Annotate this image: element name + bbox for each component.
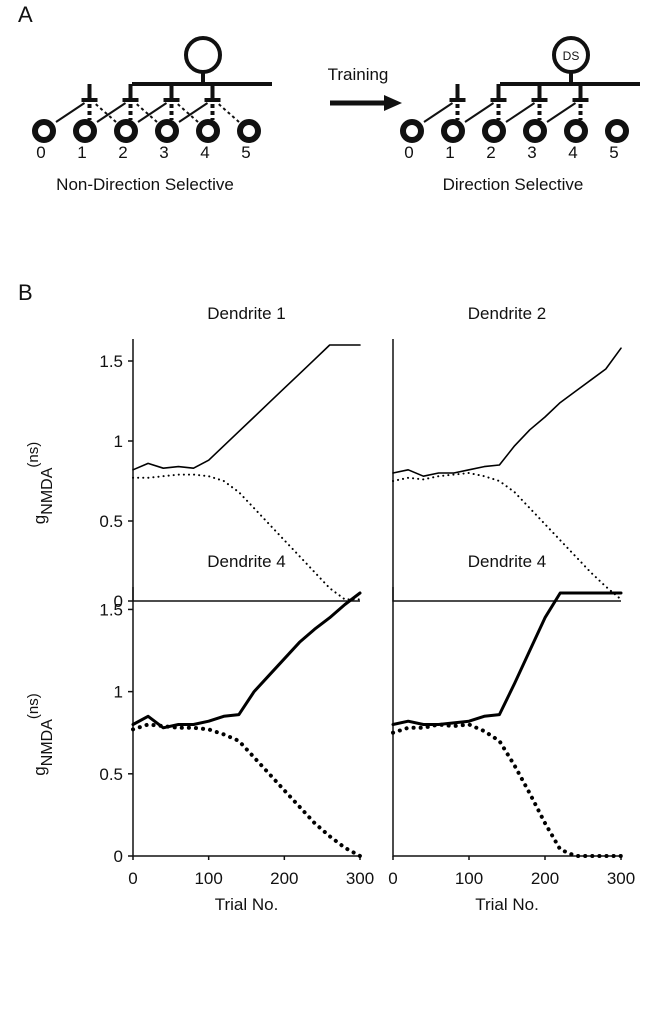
dotted-line xyxy=(132,473,361,601)
solid-line xyxy=(131,591,362,730)
y-tick-label: 1.5 xyxy=(99,600,123,619)
chart-title: Dendrite 4 xyxy=(207,552,285,571)
arrow-label: Training xyxy=(328,65,389,84)
x-tick-label: 0 xyxy=(388,869,397,888)
input-label: 3 xyxy=(159,143,168,162)
synapse-crossed xyxy=(216,102,240,123)
y-tick-label: 1 xyxy=(114,432,123,451)
y-label-sup: (ns) xyxy=(25,442,42,468)
input-label: 0 xyxy=(36,143,45,162)
input-label: 0 xyxy=(404,143,413,162)
input-label: 4 xyxy=(200,143,209,162)
training-arrow-head xyxy=(384,95,402,111)
input-label: 5 xyxy=(241,143,250,162)
soma xyxy=(184,36,222,74)
y-tick-label: 0 xyxy=(114,847,123,866)
x-tick-label: 0 xyxy=(128,869,137,888)
solid-line xyxy=(392,347,622,477)
synapse xyxy=(55,102,86,123)
caption: Non-Direction Selective xyxy=(56,175,234,194)
input-label: 4 xyxy=(568,143,577,162)
dendrite xyxy=(122,84,139,102)
input-cell xyxy=(482,119,506,143)
dendrite xyxy=(204,84,221,102)
left-diagram: 0 1 2 3 4 5 Non-Direction Selective xyxy=(32,36,272,194)
synapse xyxy=(137,102,168,123)
panel-label: B xyxy=(18,280,33,305)
dotted-line xyxy=(391,722,623,858)
chart-title: Dendrite 1 xyxy=(207,304,285,323)
y-label-sup: (ns) xyxy=(25,693,42,719)
input-cell xyxy=(237,119,261,143)
x-tick-label: 300 xyxy=(607,869,635,888)
dendrite-tree xyxy=(132,72,272,86)
input-cell xyxy=(605,119,629,143)
dendrite xyxy=(572,84,589,102)
input-cell xyxy=(196,119,220,143)
axis xyxy=(392,587,621,857)
y-axis-label: gNMDA(ns) xyxy=(25,442,56,524)
input-cell xyxy=(155,119,179,143)
dotted-line xyxy=(131,722,362,858)
x-tick-label: 300 xyxy=(346,869,374,888)
synapse xyxy=(464,102,495,123)
caption: Direction Selective xyxy=(443,175,584,194)
dotted-line xyxy=(392,472,622,601)
y-label-sub: NMDA xyxy=(39,467,56,514)
y-tick-label: 1 xyxy=(114,683,123,702)
x-tick-label: 100 xyxy=(194,869,222,888)
input-cell xyxy=(32,119,56,143)
panel-label: A xyxy=(18,2,33,27)
x-tick-label: 200 xyxy=(531,869,559,888)
input-label: 5 xyxy=(609,143,618,162)
dendrite-tree xyxy=(500,72,640,86)
y-label-main: g xyxy=(30,515,49,524)
input-label: 3 xyxy=(527,143,536,162)
dendrite xyxy=(449,84,466,102)
input-cell xyxy=(564,119,588,143)
solid-line xyxy=(132,344,361,471)
x-axis-label: Trial No. xyxy=(215,895,279,914)
y-tick-label: 0.5 xyxy=(99,765,123,784)
y-tick-label: 1.5 xyxy=(99,352,123,371)
synapse xyxy=(546,102,577,123)
input-cell xyxy=(523,119,547,143)
solid-line xyxy=(391,591,623,726)
input-label: 2 xyxy=(486,143,495,162)
input-label: 2 xyxy=(118,143,127,162)
x-tick-label: 200 xyxy=(270,869,298,888)
dendrite xyxy=(81,84,98,102)
synapse-crossed xyxy=(93,102,117,123)
input-cell xyxy=(73,119,97,143)
y-axis-label: gNMDA(ns) xyxy=(25,693,56,775)
x-axis-label: Trial No. xyxy=(475,895,539,914)
axis xyxy=(132,587,360,857)
synapse xyxy=(423,102,454,123)
synapse xyxy=(505,102,536,123)
input-cell xyxy=(400,119,424,143)
x-tick-label: 100 xyxy=(455,869,483,888)
y-label-main: g xyxy=(30,766,49,775)
synapse xyxy=(96,102,127,123)
input-cell xyxy=(441,119,465,143)
soma-label: DS xyxy=(563,49,580,63)
synapse-crossed xyxy=(134,102,158,123)
dendrite xyxy=(531,84,548,102)
chart-title: Dendrite 2 xyxy=(468,304,546,323)
input-label: 1 xyxy=(77,143,86,162)
right-diagram: DS 0 1 2 3 4 5 Direction Selective xyxy=(400,36,640,194)
input-label: 1 xyxy=(445,143,454,162)
y-tick-label: 0.5 xyxy=(99,512,123,531)
dendrite xyxy=(163,84,180,102)
chart-title: Dendrite 4 xyxy=(468,552,546,571)
synapse xyxy=(178,102,209,123)
y-label-sub: NMDA xyxy=(39,719,56,766)
synapse-crossed xyxy=(175,102,199,123)
y-tick-label: 0 xyxy=(114,592,123,611)
dendrite xyxy=(490,84,507,102)
input-cell xyxy=(114,119,138,143)
